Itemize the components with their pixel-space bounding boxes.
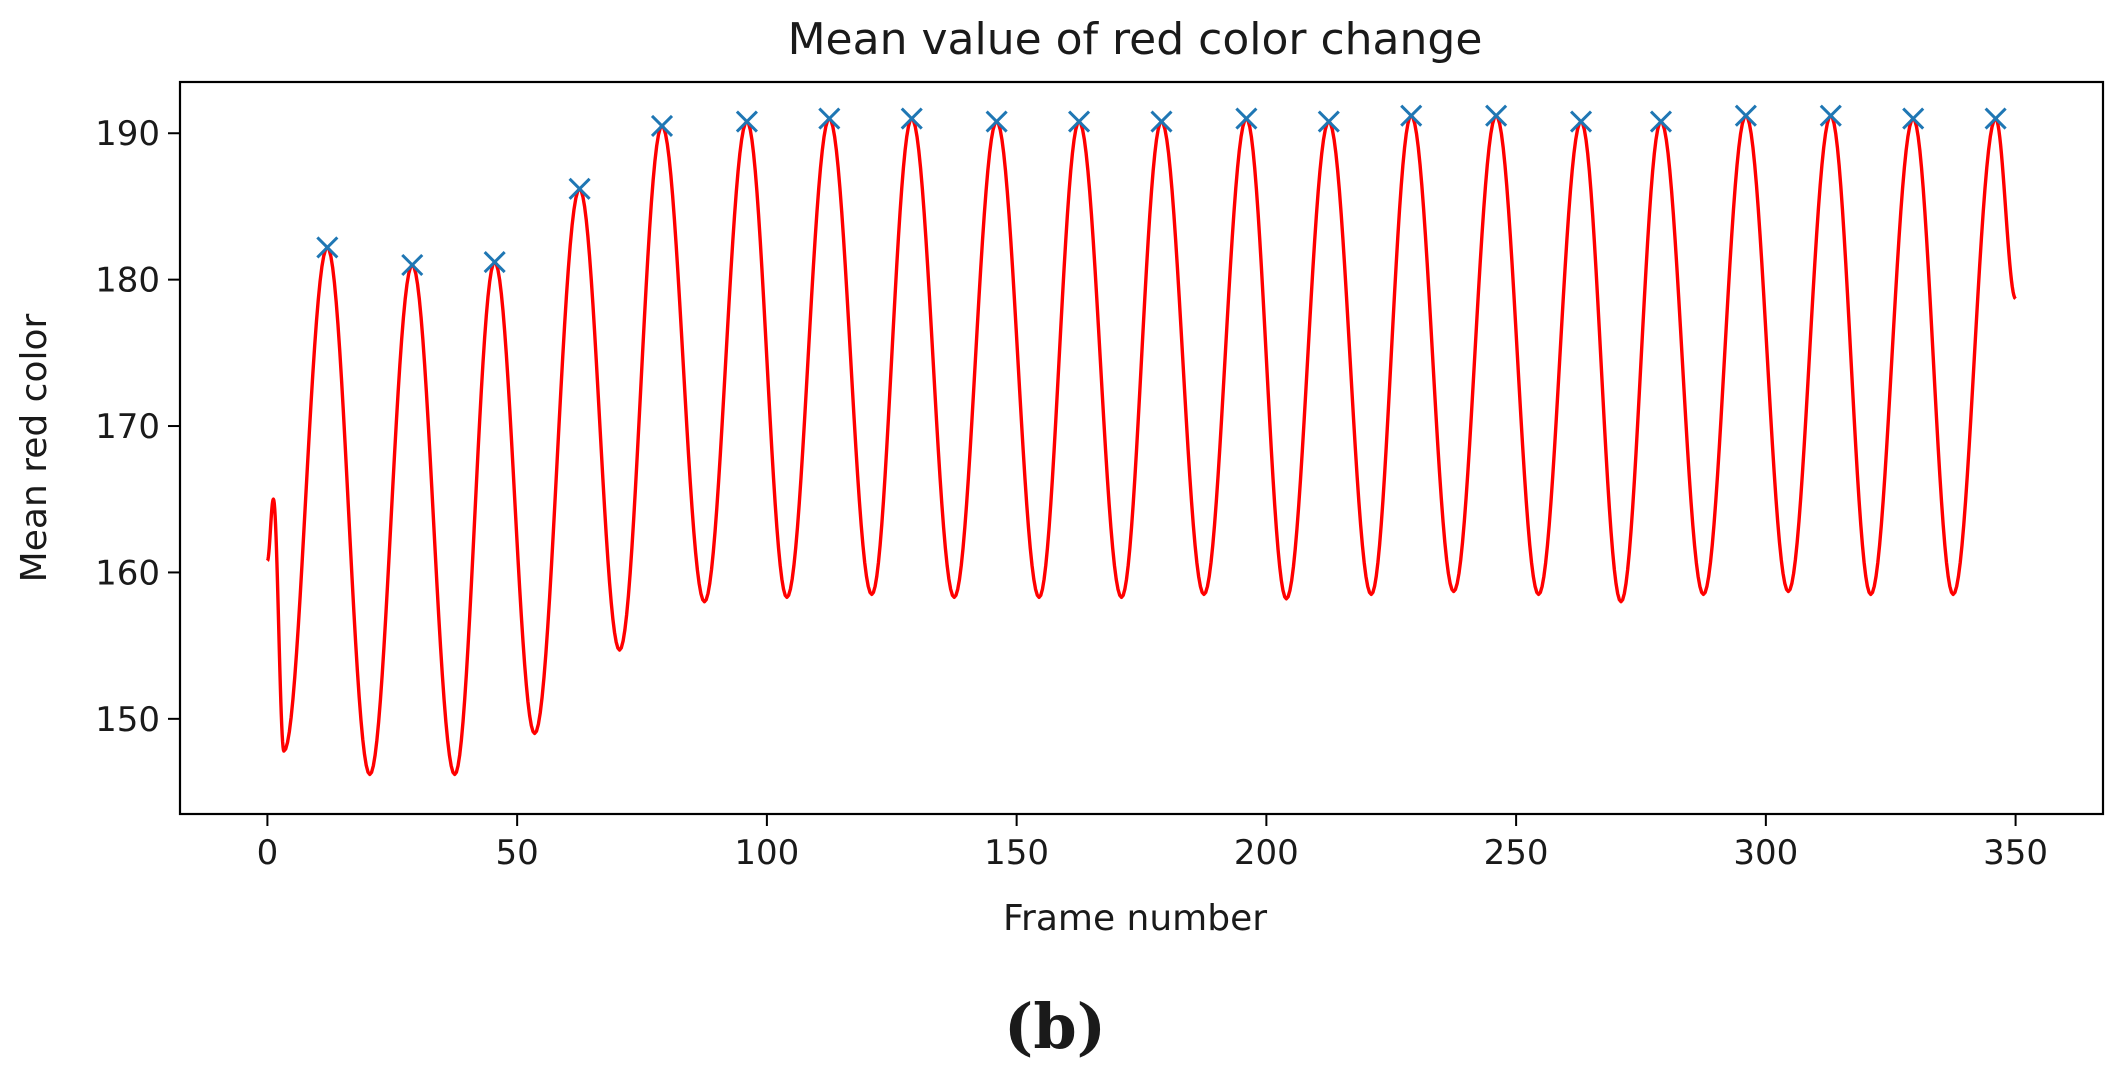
peak-marker: [1485, 104, 1508, 127]
y-tick-label: 190: [95, 114, 160, 154]
peak-markers: [316, 104, 2007, 277]
y-tick-label: 170: [95, 407, 160, 447]
peak-marker: [735, 110, 758, 133]
series-line-mean-red: [265, 113, 2017, 777]
peak-marker: [1902, 107, 1925, 130]
peak-marker: [650, 114, 674, 137]
x-tick-label: 350: [1983, 833, 2048, 873]
figure-caption: (b): [1004, 990, 1106, 1063]
peak-marker: [316, 236, 339, 259]
x-tick-label: 100: [734, 833, 799, 873]
y-tick-label: 180: [95, 261, 160, 301]
plot-frame: [178, 80, 2105, 816]
y-axis-label: Mean red color: [14, 313, 55, 582]
peak-marker: [818, 107, 841, 130]
peak-marker: [1067, 110, 1091, 133]
peak-marker: [1984, 107, 2007, 130]
x-tick-label: 200: [1234, 833, 1299, 873]
peak-marker: [1649, 110, 1673, 133]
y-axis: 150 160 170 180 190: [95, 114, 180, 740]
peak-marker: [401, 253, 424, 277]
peak-marker: [900, 107, 923, 130]
peak-marker: [985, 110, 1008, 133]
x-tick-label: 300: [1733, 833, 1798, 873]
peak-marker: [568, 177, 591, 200]
x-tick-label: 250: [1484, 833, 1549, 873]
peak-marker: [1734, 104, 1757, 127]
y-tick-label: 160: [95, 553, 160, 593]
x-tick-label: 50: [496, 833, 539, 873]
peak-marker: [483, 251, 506, 274]
peak-marker: [1150, 110, 1173, 133]
chart-title: Mean value of red color change: [788, 14, 1483, 65]
peak-marker: [1235, 107, 1258, 130]
y-tick-label: 150: [95, 700, 160, 740]
peak-marker: [1317, 110, 1340, 133]
x-axis-label: Frame number: [1003, 898, 1267, 939]
x-axis: 0 50 100 150 200 250 300 350: [257, 814, 2048, 873]
x-tick-label: 150: [984, 833, 1049, 873]
peak-marker: [1819, 104, 1842, 127]
plot-area: [265, 104, 2017, 777]
peak-marker: [1569, 110, 1593, 133]
x-tick-label: 0: [257, 833, 279, 873]
peak-marker: [1400, 104, 1423, 127]
